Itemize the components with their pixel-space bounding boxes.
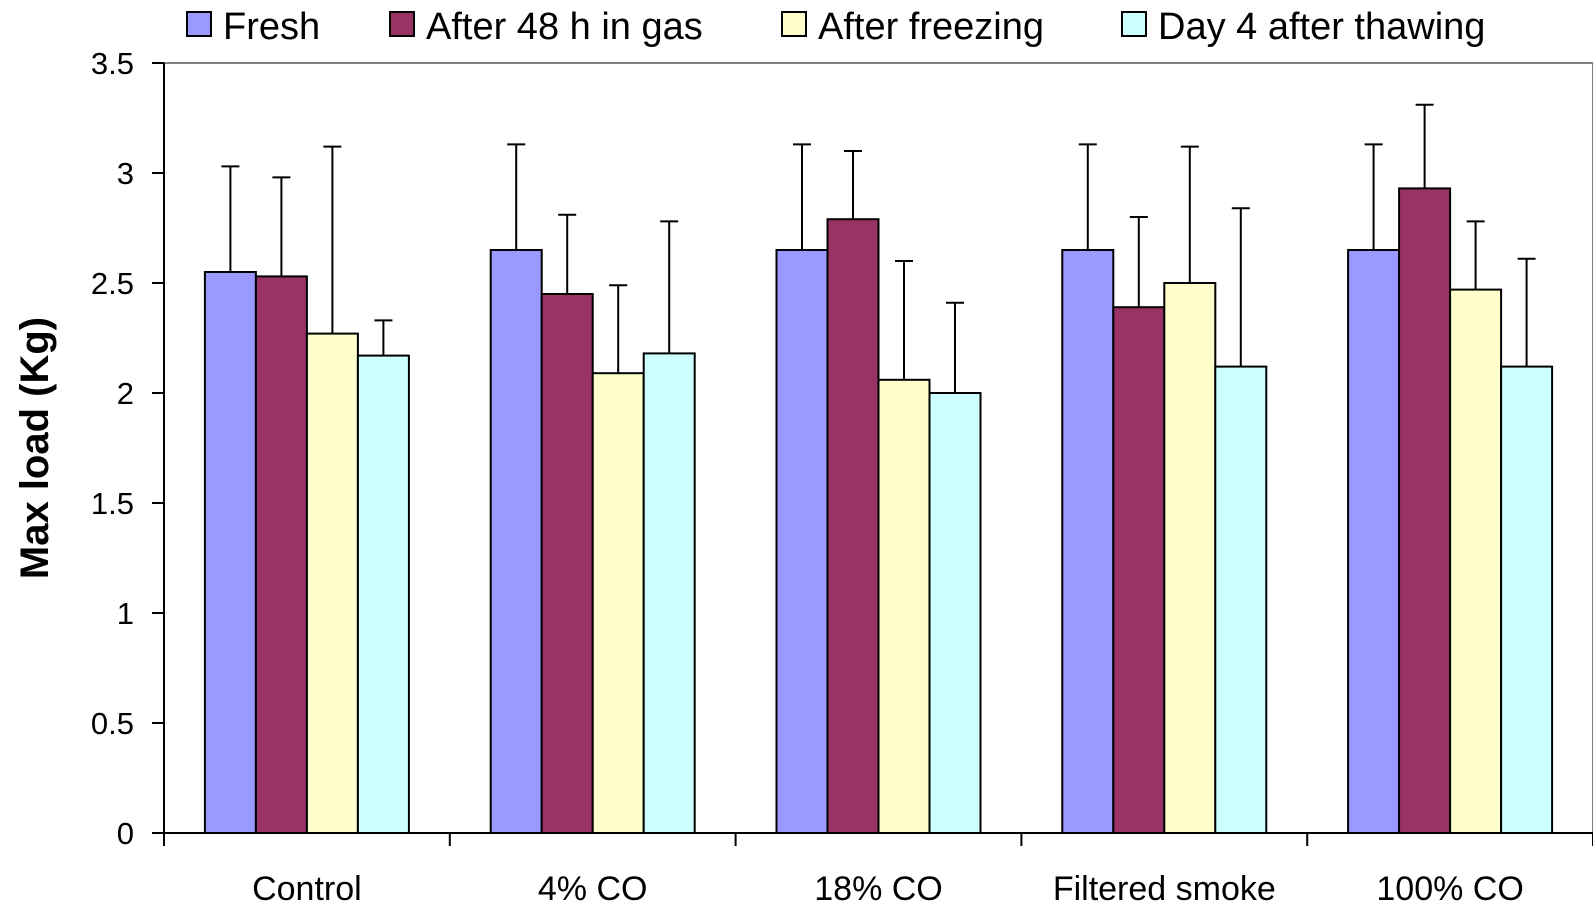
bar	[254, 275, 308, 834]
y-tick-label: 1	[117, 596, 134, 631]
y-axis-label: Max load (Kg)	[13, 317, 57, 579]
bar	[1398, 187, 1452, 834]
y-tick-label: 2	[117, 376, 134, 411]
bar	[775, 249, 829, 834]
bar	[1214, 365, 1268, 834]
bar	[1449, 288, 1503, 835]
bars	[203, 187, 1554, 835]
bar	[540, 293, 594, 834]
x-axis: Control 4% CO 18% CO Filtered smoke 100% CO	[163, 832, 1593, 908]
legend-label: After 48 h in gas	[426, 6, 703, 48]
bar	[1500, 365, 1554, 834]
bar	[1163, 282, 1217, 834]
bar	[356, 354, 410, 834]
error-bars	[221, 103, 1536, 393]
y-axis: 0 0.5 1 1.5 2 2.5 3 3.5	[91, 46, 165, 851]
x-tick-label: 100% CO	[1376, 870, 1523, 908]
bar	[642, 352, 696, 834]
bar	[305, 332, 359, 834]
x-tick-label: Control	[252, 870, 362, 908]
bar	[1347, 249, 1401, 834]
bar	[877, 378, 931, 834]
bar	[1061, 249, 1115, 834]
bar	[591, 372, 645, 834]
bar	[1112, 306, 1166, 834]
bar	[489, 249, 543, 834]
y-tick-label: 3.5	[91, 46, 134, 81]
x-tick-label: 18% CO	[814, 870, 943, 908]
bar	[928, 392, 982, 834]
x-tick-label: Filtered smoke	[1053, 870, 1276, 908]
legend-label: Fresh	[223, 6, 320, 48]
y-tick-label: 2.5	[91, 266, 134, 301]
y-tick-label: 3	[117, 156, 134, 191]
legend-label: After freezing	[818, 6, 1044, 48]
legend-swatch	[186, 11, 212, 37]
bar	[203, 271, 257, 834]
legend-label: Day 4 after thawing	[1158, 6, 1485, 48]
y-tick-label: 0.5	[91, 706, 134, 741]
legend-swatch	[781, 11, 807, 37]
legend-swatch	[389, 11, 415, 37]
y-tick-label: 1.5	[91, 486, 134, 521]
y-tick-label: 0	[117, 816, 134, 851]
legend-swatch	[1121, 11, 1147, 37]
legend: Fresh After 48 h in gas After freezing Day …	[186, 6, 1485, 48]
bar	[826, 218, 880, 834]
x-tick-label: 4% CO	[538, 870, 648, 908]
